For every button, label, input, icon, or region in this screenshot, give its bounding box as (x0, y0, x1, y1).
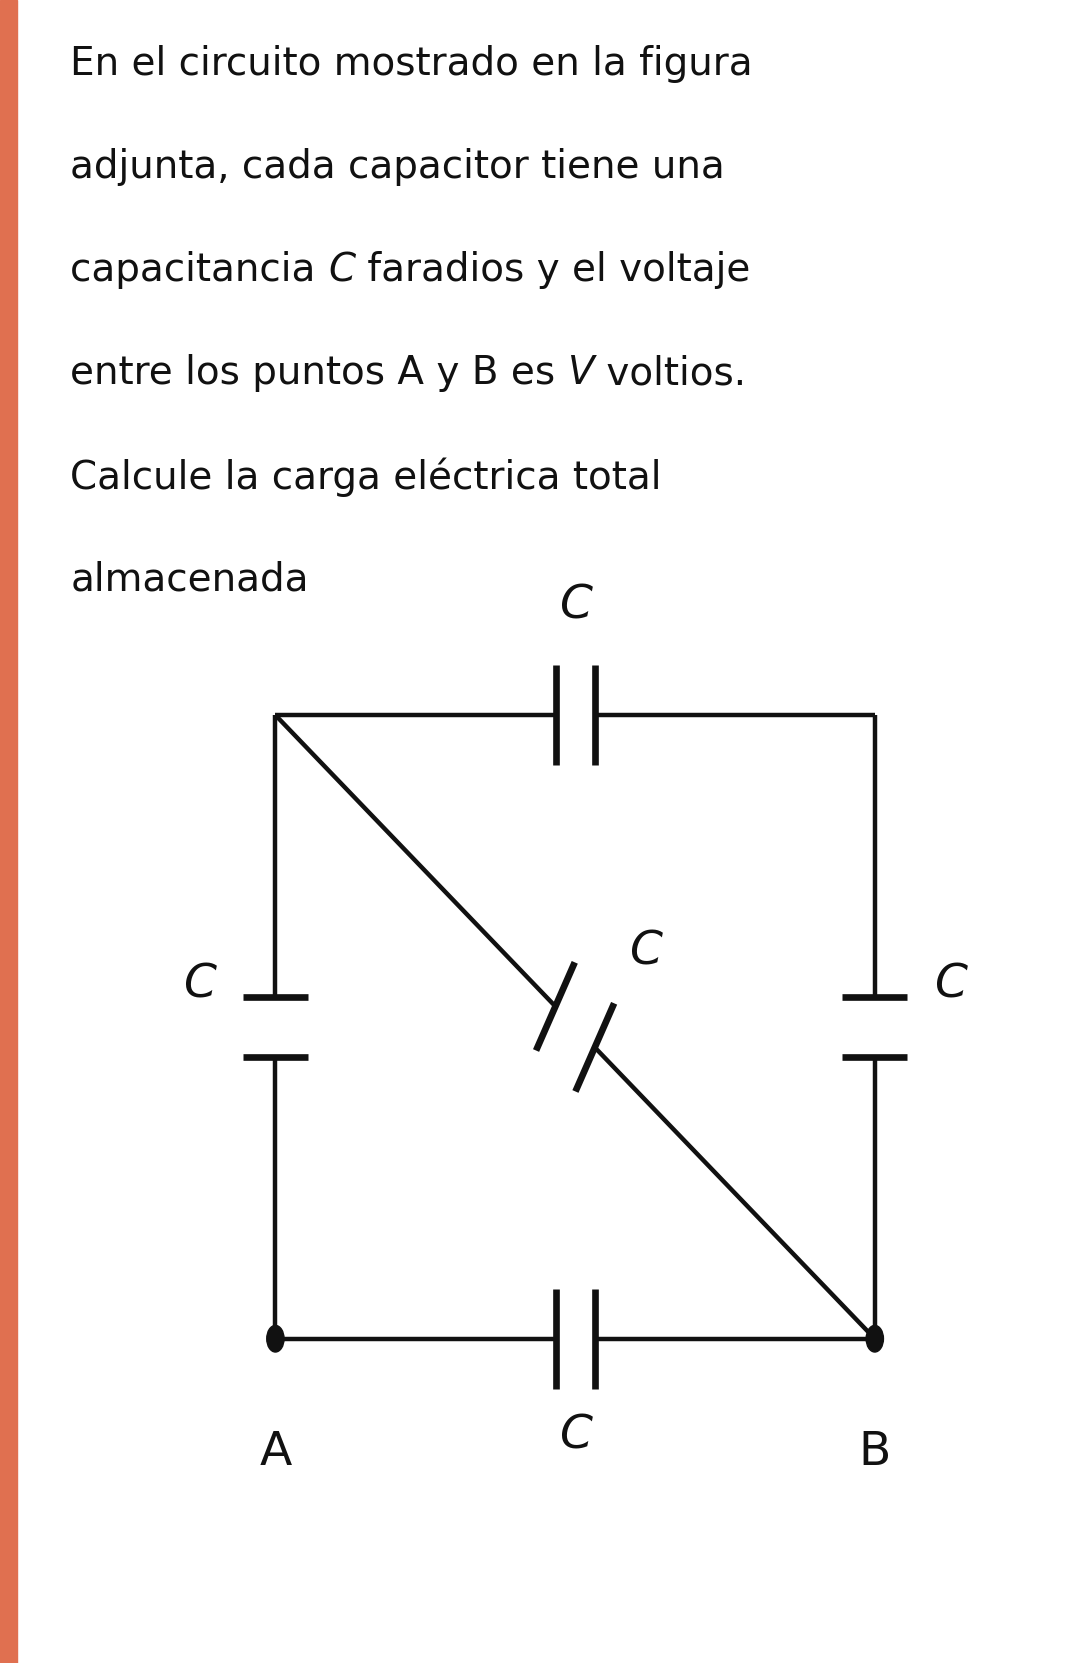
Text: En el circuito mostrado en la figura: En el circuito mostrado en la figura (70, 45, 753, 83)
Text: adjunta, cada capacitor tiene una: adjunta, cada capacitor tiene una (70, 148, 725, 186)
Text: capacitancia: capacitancia (70, 251, 328, 289)
Text: C: C (558, 584, 592, 629)
Text: voltios.: voltios. (594, 354, 746, 392)
Text: C: C (629, 930, 662, 975)
Circle shape (866, 1325, 883, 1352)
Text: almacenada: almacenada (70, 560, 309, 599)
Text: C: C (558, 1414, 592, 1458)
Text: V: V (568, 354, 594, 392)
Text: faradios y el voltaje: faradios y el voltaje (355, 251, 751, 289)
Text: Calcule la carga eléctrica total: Calcule la carga eléctrica total (70, 457, 662, 497)
Text: C: C (328, 251, 355, 289)
Text: C: C (183, 963, 216, 1008)
Text: C: C (934, 963, 968, 1008)
Text: entre los puntos A y B es: entre los puntos A y B es (70, 354, 568, 392)
Text: B: B (859, 1430, 891, 1475)
Text: A: A (259, 1430, 292, 1475)
Circle shape (267, 1325, 284, 1352)
